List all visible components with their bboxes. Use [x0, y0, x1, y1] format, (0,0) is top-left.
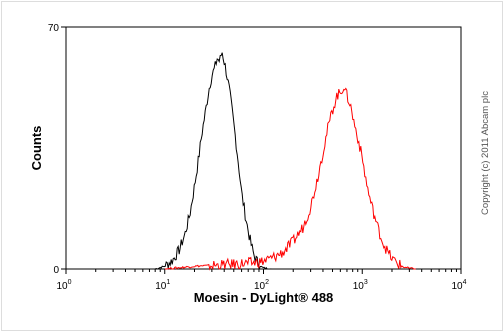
series-line-0 — [155, 52, 272, 271]
y-axis-ticks: 0 70 — [48, 23, 66, 276]
x-tick-label: 103 — [353, 279, 368, 292]
x-tick-label: 102 — [254, 279, 269, 292]
y-tick-label: 70 — [48, 23, 60, 34]
x-axis-label: Moesin - DyLight® 488 — [194, 290, 334, 305]
x-tick-label: 100 — [56, 279, 71, 292]
plot-area — [65, 26, 462, 270]
x-axis-ticks: 100 101 102 103 104 — [56, 269, 467, 292]
x-tick-label: 101 — [155, 279, 170, 292]
copyright-annotation: Copyright (c) 2011 Abcam plc — [480, 91, 491, 215]
series-line-1 — [164, 87, 416, 271]
y-tick-label: 0 — [53, 265, 59, 276]
series-layer — [155, 52, 416, 271]
y-axis-label: Counts — [29, 126, 44, 171]
x-tick-label: 104 — [451, 279, 466, 292]
